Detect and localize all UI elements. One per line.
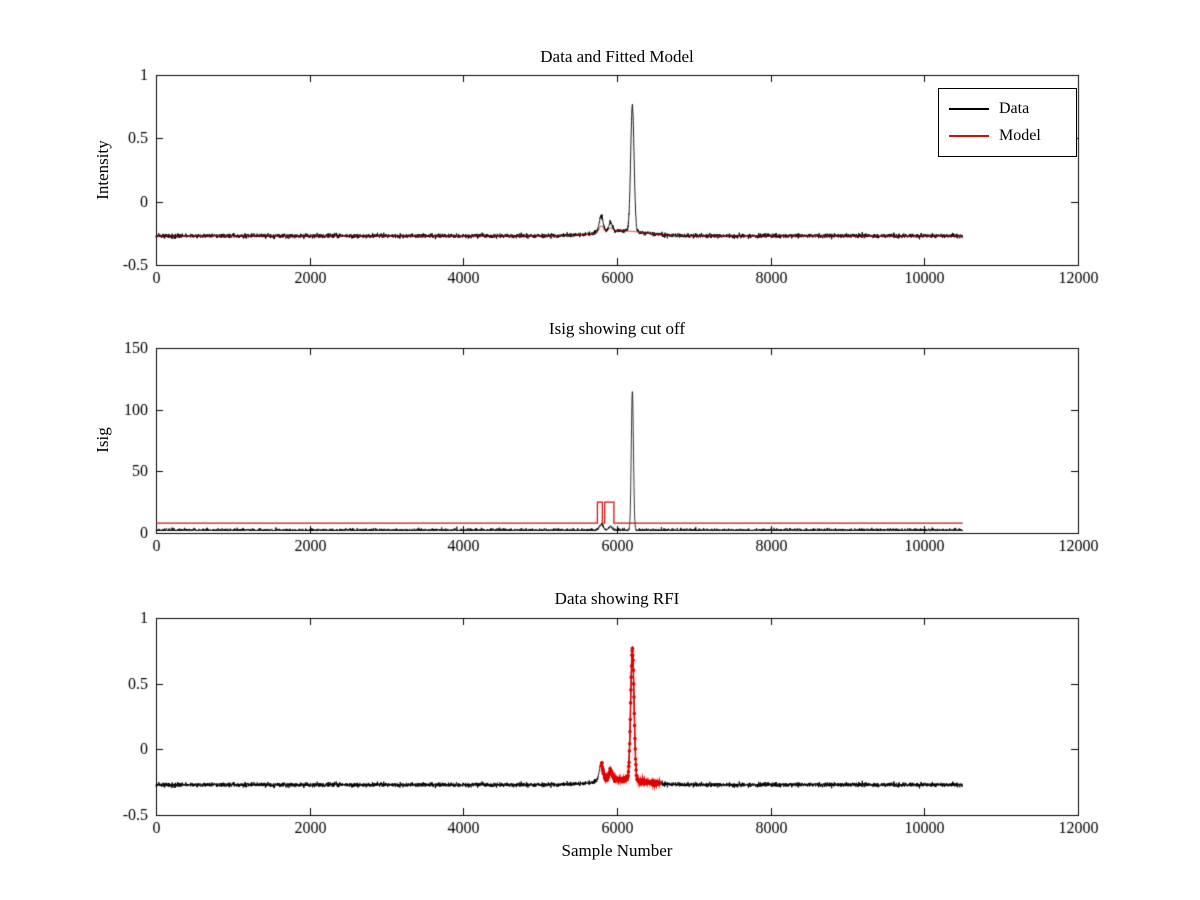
subplot3-xlabel: Sample Number [561,841,673,860]
subplot3-title: Data showing RFI [554,589,680,608]
subplot2-ylabel: Isig [93,427,112,453]
legend-swatch-model [949,134,989,137]
legend-label-data: Data [999,100,1030,118]
legend-swatch-data [949,108,989,111]
legend-label-model: Model [999,126,1041,144]
legend-box: Data Model [938,88,1077,157]
subplot2-title: Isig showing cut off [548,319,686,338]
legend-entry-data: Data [949,100,1066,118]
subplot1-ylabel: Intensity [93,140,112,200]
subplot1-title: Data and Fitted Model [540,47,694,66]
legend-entry-model: Model [949,127,1066,145]
